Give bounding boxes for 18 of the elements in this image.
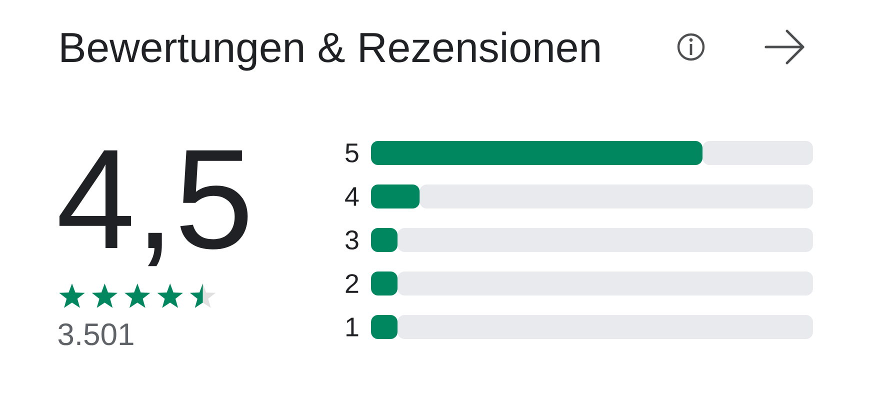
bar	[398, 272, 814, 296]
text: 3.501	[58, 323, 134, 346]
bar	[371, 228, 398, 252]
bar	[420, 184, 814, 208]
y-tick-label: 4	[345, 187, 359, 206]
chart-title: Bewertungen & Rezensionen	[62, 32, 600, 71]
y-tick-label: 3	[346, 230, 358, 250]
y-tick-label: 1	[346, 318, 358, 336]
text: 4,5	[59, 150, 248, 266]
bar	[371, 141, 703, 165]
bar	[371, 184, 420, 208]
y-tick-label: 5	[346, 144, 358, 162]
bar	[371, 315, 398, 340]
bar	[371, 272, 398, 296]
y-tick-label: 2	[346, 274, 358, 293]
bar	[702, 141, 814, 165]
bar	[398, 315, 814, 340]
bar	[398, 228, 814, 252]
